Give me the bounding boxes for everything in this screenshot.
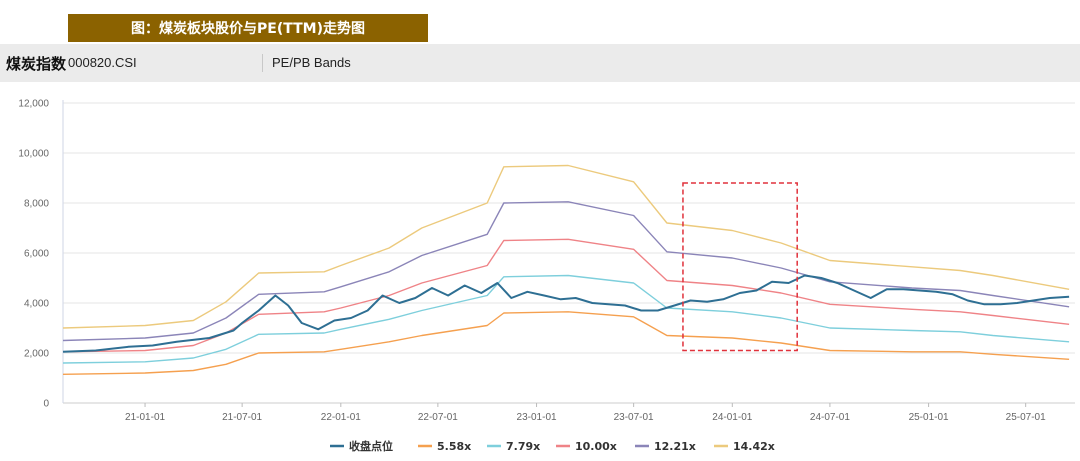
y-tick-label: 10,000: [18, 149, 49, 160]
series-line: [62, 311, 1070, 375]
y-tick-label: 4,000: [24, 299, 49, 310]
x-tick-label: 24-07-01: [810, 412, 850, 423]
series-line: [62, 201, 1070, 342]
legend-label: 5.58x: [437, 440, 471, 453]
x-tick-label: 25-01-01: [909, 412, 949, 423]
legend-layer: 收盘点位 5.58x 7.79x 10.00x 12.21x 14.42x: [330, 439, 775, 453]
axis-layer: 0 2,000 4,000 6,000 8,000 10,000 12,000 21-01-0…: [18, 99, 1046, 424]
legend-label: 14.42x: [733, 440, 775, 453]
x-tick-label: 24-01-01: [712, 412, 752, 423]
x-tick-label: 21-01-01: [125, 412, 165, 423]
y-tick-label: 12,000: [18, 99, 49, 110]
x-tick-label: 21-07-01: [222, 412, 262, 423]
y-tick-label: 0: [43, 399, 49, 410]
chart-header-bar: 煤炭指数 000820.CSI PE/PB Bands: [0, 44, 1080, 82]
legend-label: 10.00x: [575, 440, 617, 453]
x-tick-label: 22-07-01: [418, 412, 458, 423]
y-tick-label: 8,000: [24, 199, 49, 210]
y-tick-label: 2,000: [24, 349, 49, 360]
y-tick-label: 6,000: [24, 249, 49, 260]
x-tick-label: 23-01-01: [517, 412, 557, 423]
legend-label: 收盘点位: [349, 439, 393, 453]
legend-label: 7.79x: [506, 440, 540, 453]
chart-title: PE/PB Bands: [272, 55, 351, 70]
header-divider: [262, 54, 263, 72]
series-layer: [62, 164, 1070, 375]
highlight-box: [682, 182, 798, 352]
series-line: [62, 164, 1070, 329]
highlight-layer: [682, 182, 798, 352]
series-line: [62, 274, 1070, 364]
series-line: [62, 274, 1070, 353]
legend-label: 12.21x: [654, 440, 696, 453]
index-name: 煤炭指数: [6, 55, 67, 73]
x-tick-label: 23-07-01: [614, 412, 654, 423]
x-tick-label: 25-07-01: [1006, 412, 1046, 423]
series-line: [62, 238, 1070, 353]
index-code: 000820.CSI: [68, 55, 137, 70]
grid-layer: [63, 102, 1075, 404]
x-tick-label: 22-01-01: [321, 412, 361, 423]
banner-title: 图：煤炭板块股价与PE(TTM)走势图: [68, 14, 428, 42]
